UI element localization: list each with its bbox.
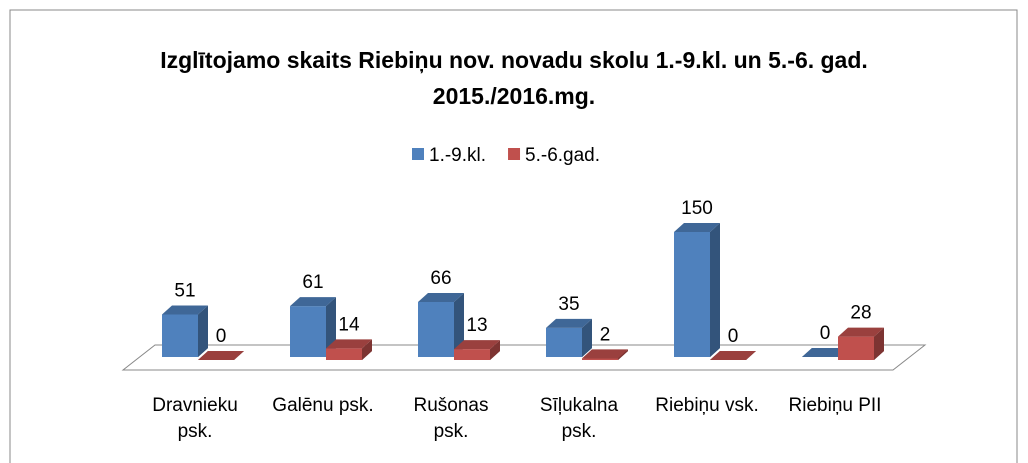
value-label: 51 bbox=[174, 281, 195, 302]
bar-top bbox=[546, 318, 592, 328]
bar-side bbox=[490, 340, 500, 360]
value-label: 13 bbox=[466, 315, 487, 336]
bar bbox=[454, 340, 500, 360]
bar-side bbox=[874, 327, 884, 360]
bar bbox=[418, 293, 464, 357]
bar-front bbox=[454, 349, 490, 360]
bar-top bbox=[418, 293, 464, 302]
bar-front bbox=[582, 358, 618, 360]
floor bbox=[121, 344, 927, 371]
value-label: 0 bbox=[216, 326, 227, 347]
value-label: 14 bbox=[338, 314, 360, 335]
x-tick-label: Riebiņu PII bbox=[788, 395, 882, 416]
bar-top bbox=[710, 351, 756, 360]
bar-top bbox=[454, 340, 500, 350]
legend-label: 1.-9.kl. bbox=[429, 145, 486, 166]
value-label: 28 bbox=[850, 303, 871, 324]
x-tick-label: Rušonas psk. bbox=[413, 395, 489, 442]
bar bbox=[674, 223, 720, 357]
bar bbox=[838, 327, 884, 360]
bar-side bbox=[582, 318, 592, 357]
bar bbox=[198, 351, 244, 360]
bar-top bbox=[802, 348, 848, 357]
bar-front bbox=[838, 336, 874, 360]
value-label: 0 bbox=[820, 323, 831, 344]
bar-front bbox=[674, 232, 710, 357]
chart-border bbox=[9, 9, 1018, 463]
bar-side bbox=[618, 349, 628, 360]
bar-front bbox=[162, 314, 198, 357]
value-label: 0 bbox=[728, 326, 739, 347]
bar bbox=[546, 318, 592, 357]
bar bbox=[326, 339, 372, 360]
legend-swatch bbox=[508, 148, 521, 160]
value-label: 35 bbox=[558, 294, 579, 315]
bar-top bbox=[290, 297, 336, 307]
x-tick-label: Sīļukalna psk. bbox=[539, 395, 619, 442]
bar-top bbox=[198, 351, 244, 360]
bar-front bbox=[290, 306, 326, 357]
bar bbox=[582, 349, 628, 360]
bar bbox=[290, 297, 336, 357]
bar-side bbox=[454, 293, 464, 357]
legend-label: 5.-6.gad. bbox=[525, 145, 600, 166]
value-label: 61 bbox=[302, 272, 323, 293]
x-tick-label: Galēnu psk. bbox=[272, 395, 374, 416]
bar bbox=[802, 348, 848, 357]
bar bbox=[162, 305, 208, 357]
legend-swatch bbox=[412, 148, 424, 160]
bar-top bbox=[162, 305, 208, 315]
bar-front bbox=[326, 348, 362, 360]
x-tick-label: Riebiņu vsk. bbox=[655, 395, 759, 416]
value-label: 2 bbox=[600, 324, 611, 345]
x-tick-label: Dravnieku psk. bbox=[152, 395, 238, 442]
bar-front bbox=[418, 302, 454, 357]
bar-side bbox=[198, 305, 208, 357]
bar-top bbox=[326, 339, 372, 349]
value-label: 66 bbox=[430, 268, 451, 289]
bar bbox=[710, 351, 756, 360]
bar-top bbox=[674, 223, 720, 232]
chart-title: Izglītojamo skaits Riebiņu nov. novadu s… bbox=[160, 47, 868, 109]
bar-top bbox=[838, 327, 884, 337]
bar-side bbox=[710, 223, 720, 357]
bar-side bbox=[362, 339, 372, 360]
value-label: 150 bbox=[681, 198, 713, 219]
bar-front bbox=[546, 327, 582, 357]
bar-top bbox=[582, 349, 628, 359]
